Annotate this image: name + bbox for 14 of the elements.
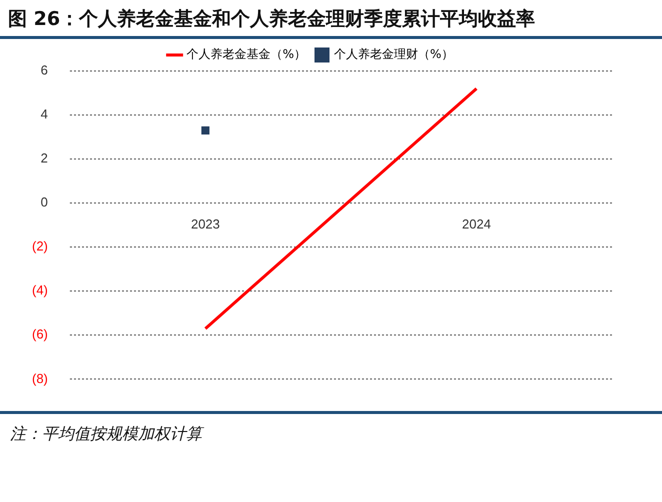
chart-title: 图 26：个人养老金基金和个人养老金理财季度累计平均收益率 [0,0,662,39]
y-tick-label: 6 [40,62,48,78]
y-tick-label: (2) [32,238,48,254]
text: 注：平均值按规模加权计算 [10,424,206,445]
y-tick-label: (4) [32,282,48,298]
y-tick-label: 4 [40,106,48,122]
legend-label: 个人养老金基金（%） [186,47,306,62]
y-tick-label: 2 [40,150,48,166]
legend-label: 个人养老金理财（%） [334,47,454,62]
y-tick-label: 0 [40,194,48,210]
y-tick-label: (6) [32,326,48,342]
x-tick-label: 2024 [462,216,491,232]
y-tick-label: (8) [32,370,48,386]
x-tick-label: 2023 [190,216,220,232]
